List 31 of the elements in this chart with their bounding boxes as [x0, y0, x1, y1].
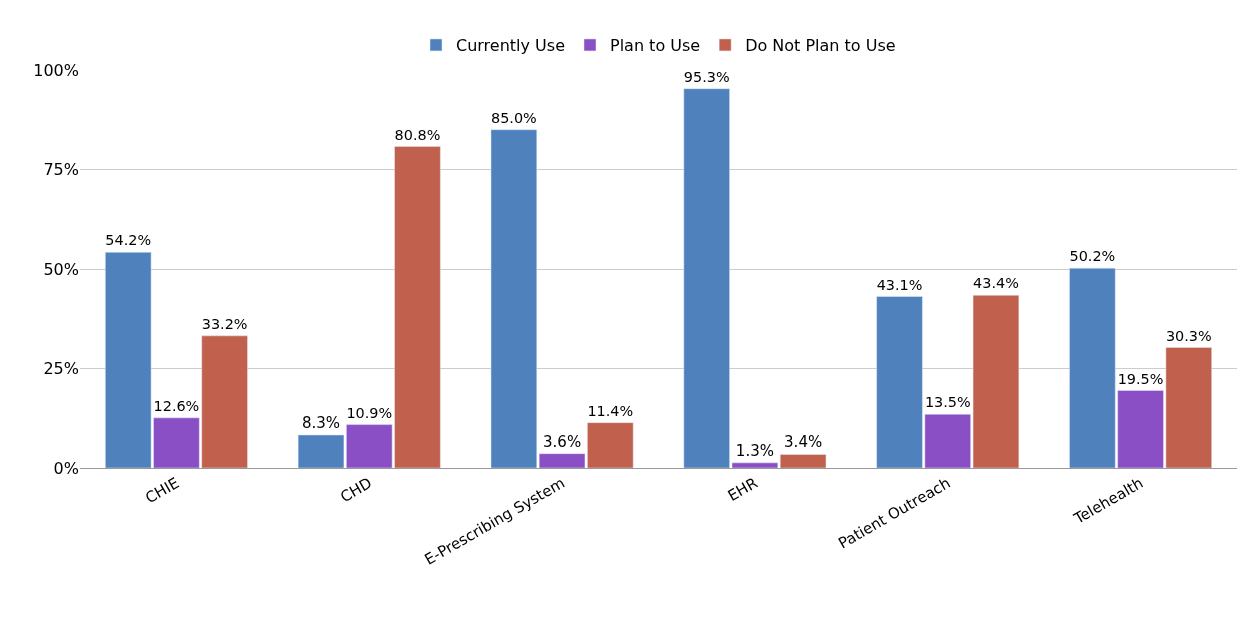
data-label: 54.2% [105, 232, 152, 249]
data-label: 10.9% [346, 404, 393, 421]
legend-label: Plan to Use [609, 36, 701, 56]
legend-label: Currently Use [456, 36, 565, 56]
data-label: 11.4% [587, 402, 634, 419]
data-label: 12.6% [153, 398, 200, 415]
data-label: 85.0% [490, 109, 537, 126]
y-tick-label: 100% [33, 60, 79, 80]
data-label: 43.4% [973, 275, 1019, 292]
bar [779, 454, 827, 468]
data-label: 95.3% [683, 68, 730, 85]
data-label: 19.5% [1117, 370, 1164, 387]
x-tick-label: EHR [724, 473, 761, 506]
data-label: 13.5% [924, 394, 971, 411]
data-label: 33.2% [201, 316, 248, 333]
data-label: 3.4% [784, 433, 823, 452]
data-label: 3.6% [543, 432, 582, 451]
legend-label: Do Not Plan to Use [745, 36, 896, 56]
x-tick-label: CHIE [142, 473, 183, 508]
data-label: 30.3% [1165, 327, 1212, 344]
data-label: 1.3% [735, 441, 774, 460]
x-tick-label: CHD [337, 473, 375, 507]
data-label: 50.2% [1069, 248, 1116, 265]
y-tick-label: 0% [53, 458, 79, 478]
y-tick-label: 50% [43, 259, 79, 279]
y-tick-label: 25% [43, 359, 79, 379]
bar [490, 129, 538, 468]
data-label: 43.1% [876, 276, 923, 293]
data-label: 8.3% [301, 413, 341, 432]
data-label: 80.8% [394, 126, 441, 143]
y-tick-label: 75% [43, 160, 79, 180]
